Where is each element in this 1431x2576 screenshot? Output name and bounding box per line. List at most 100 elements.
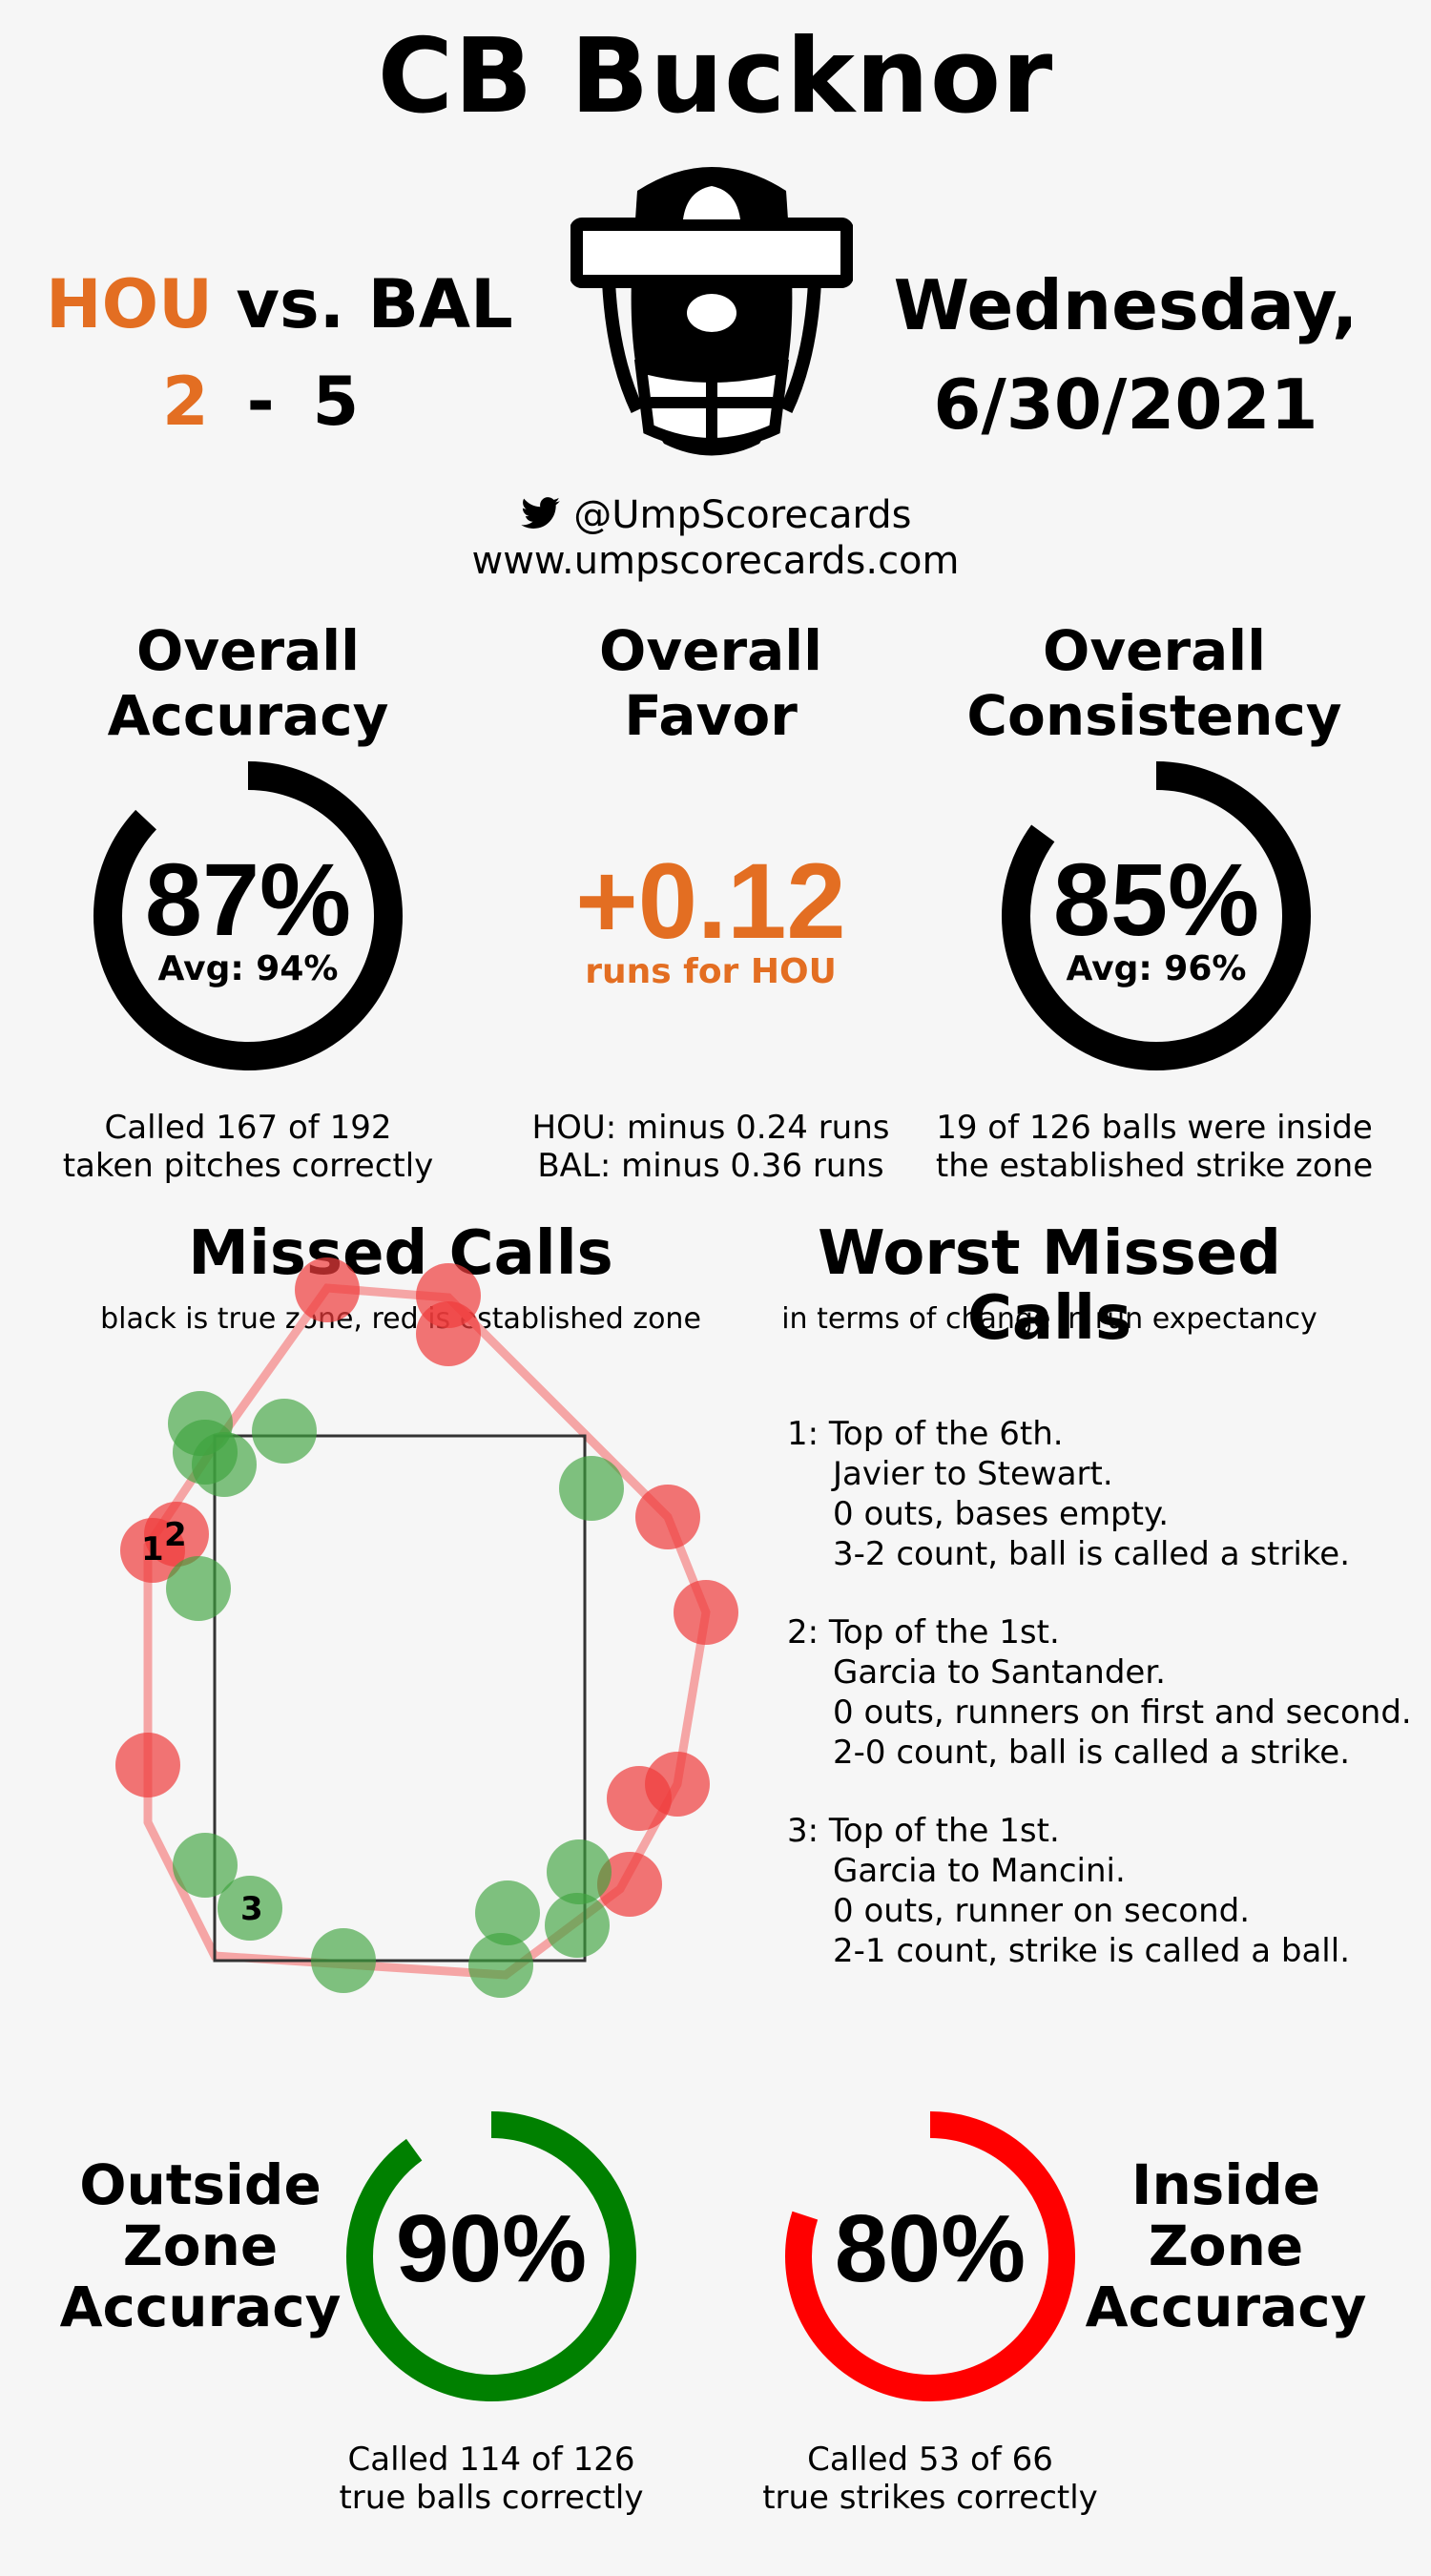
missed-ball-pitch <box>144 1502 209 1567</box>
missed-ball-pitch <box>597 1852 662 1917</box>
worst-call-number: 2: <box>787 1613 819 1652</box>
missed-strike-pitch <box>173 1833 238 1898</box>
overall-favor-title: Overall Favor <box>520 618 902 748</box>
inside-zone-ring <box>785 2111 1075 2401</box>
home-team-abbr: HOU <box>46 265 213 343</box>
overall-favor-title-line2: Favor <box>624 683 798 748</box>
game-date: Wednesday, 6/30/2021 <box>859 256 1393 454</box>
umpire-mask-icon <box>570 167 853 456</box>
missed-calls-subtitle: black is true zone, red is established z… <box>100 1302 701 1336</box>
worst-call-line: Javier to Stewart. <box>833 1455 1113 1493</box>
twitter-line: @UmpScorecards <box>0 492 1431 538</box>
missed-strike-pitch <box>192 1432 257 1497</box>
inside-zone-title: Inside Zone Accuracy <box>1083 2154 1369 2337</box>
missed-strike-pitch <box>545 1893 610 1958</box>
missed-call-label-3: 3 <box>240 1890 263 1928</box>
worst-call-2: 2: Top of the 1st. Garcia to Santander. … <box>787 1612 1412 1773</box>
outside-zone-ring-arc <box>346 2111 636 2401</box>
overall-favor-value: +0.12 <box>575 841 846 961</box>
overall-accuracy-value: 87% <box>144 841 352 957</box>
outside-zone-ring <box>346 2111 636 2401</box>
missed-strike-pitch <box>252 1399 317 1464</box>
outside-zone-title: Outside Zone Accuracy <box>57 2154 343 2337</box>
missed-ball-pitch <box>295 1257 360 1322</box>
missed-strike-pitch <box>166 1556 231 1621</box>
twitter-bird-icon <box>520 497 560 529</box>
missed-calls-plot: 1 2 3 <box>115 1257 738 1998</box>
inside-zone-note-line2: true strikes correctly <box>762 2479 1098 2517</box>
worst-call-3: 3: Top of the 1st. Garcia to Mancini. 0 … <box>787 1811 1350 1971</box>
worst-call-line: 0 outs, runner on second. <box>833 1892 1251 1930</box>
overall-favor-title-line1: Overall <box>599 618 822 683</box>
inside-zone-value: 80% <box>834 2195 1027 2302</box>
outside-zone-title-line1: Outside <box>79 2152 321 2217</box>
overall-favor-sub: runs for HOU <box>585 952 837 991</box>
overall-consistency-note-line1: 19 of 126 balls were inside <box>936 1109 1373 1147</box>
missed-pitches <box>115 1257 738 1998</box>
umpire-name: CB Bucknor <box>377 17 1054 136</box>
true-zone-outline <box>213 1434 587 1963</box>
missed-call-label-2: 2 <box>164 1516 187 1554</box>
overall-accuracy-title: Overall Accuracy <box>57 618 439 748</box>
overall-accuracy-ring <box>93 761 403 1070</box>
missed-strike-pitch <box>311 1928 376 1993</box>
overall-consistency-note-line2: the established strike zone <box>935 1147 1374 1185</box>
worst-call-line: 0 outs, bases empty. <box>833 1495 1170 1533</box>
game-date-value: 6/30/2021 <box>933 364 1318 445</box>
missed-call-label-1: 1 <box>141 1530 164 1568</box>
missed-ball-pitch <box>674 1580 738 1645</box>
outside-zone-title-line2: Zone <box>122 2213 279 2278</box>
home-score: 2 <box>162 363 209 441</box>
worst-call-line: Garcia to Mancini. <box>833 1852 1126 1890</box>
missed-ball-pitch <box>635 1485 700 1549</box>
worst-call-number: 3: <box>787 1812 819 1850</box>
game-weekday: Wednesday, <box>893 265 1358 345</box>
matchup-score: 2 - 5 <box>162 363 359 441</box>
worst-missed-subtitle: in terms of change in run expectancy <box>781 1302 1317 1336</box>
overall-accuracy-ring-arc <box>93 761 403 1070</box>
score-dash: - <box>246 363 275 441</box>
outside-zone-title-line3: Accuracy <box>59 2275 342 2339</box>
outside-zone-note-line2: true balls correctly <box>339 2479 644 2517</box>
worst-call-line: 3-2 count, ball is called a strike. <box>833 1535 1351 1573</box>
vs-away-team: vs. BAL <box>236 265 513 343</box>
inside-zone-note: Called 53 of 66 true strikes correctly <box>725 2441 1135 2517</box>
worst-call-line: 2-1 count, strike is called a ball. <box>833 1932 1351 1970</box>
missed-ball-pitch <box>115 1733 180 1797</box>
overall-consistency-ring-arc <box>1002 761 1311 1070</box>
twitter-handle: @UmpScorecards <box>573 493 912 537</box>
overall-consistency-avg: Avg: 96% <box>1066 949 1247 988</box>
overall-accuracy-note-line2: taken pitches correctly <box>62 1147 434 1185</box>
outside-zone-note: Called 114 of 126 true balls correctly <box>286 2441 696 2517</box>
worst-call-line: Top of the 1st. <box>828 1812 1060 1850</box>
matchup-teams: HOU vs. BAL <box>46 265 513 343</box>
overall-accuracy-title-line2: Accuracy <box>107 683 389 748</box>
missed-strike-pitch <box>547 1839 612 1904</box>
website-url: www.umpscorecards.com <box>471 539 960 583</box>
inside-zone-title-line1: Inside <box>1130 2152 1321 2217</box>
worst-call-line: Top of the 6th. <box>828 1415 1064 1453</box>
overall-consistency-ring <box>1002 761 1311 1070</box>
missed-calls-title: Missed Calls <box>188 1218 613 1289</box>
overall-accuracy-note: Called 167 of 192 taken pitches correctl… <box>19 1109 477 1185</box>
inside-zone-note-line1: Called 53 of 66 <box>807 2441 1053 2479</box>
overall-favor-note: HOU: minus 0.24 runs BAL: minus 0.36 run… <box>496 1109 925 1185</box>
overall-accuracy-avg: Avg: 94% <box>157 949 339 988</box>
overall-accuracy-title-line1: Overall <box>136 618 360 683</box>
away-score: 5 <box>312 363 360 441</box>
worst-call-number: 1: <box>787 1415 819 1453</box>
missed-strike-pitch <box>475 1880 540 1945</box>
overall-consistency-note: 19 of 126 balls were inside the establis… <box>906 1109 1402 1185</box>
overall-consistency-title: Overall Consistency <box>964 618 1345 748</box>
worst-call-line: Top of the 1st. <box>828 1613 1060 1652</box>
missed-strike-pitch <box>218 1876 282 1941</box>
overall-consistency-title-line2: Consistency <box>966 683 1342 748</box>
worst-call-line: Garcia to Santander. <box>833 1653 1166 1692</box>
missed-strike-pitch <box>468 1933 533 1998</box>
overall-consistency-value: 85% <box>1052 841 1260 957</box>
worst-call-line: 2-0 count, ball is called a strike. <box>833 1734 1351 1772</box>
missed-ball-pitch <box>416 1301 481 1366</box>
missed-strike-pitch <box>559 1456 624 1521</box>
inside-zone-title-line2: Zone <box>1148 2213 1304 2278</box>
worst-call-line: 0 outs, runners on first and second. <box>833 1693 1412 1732</box>
